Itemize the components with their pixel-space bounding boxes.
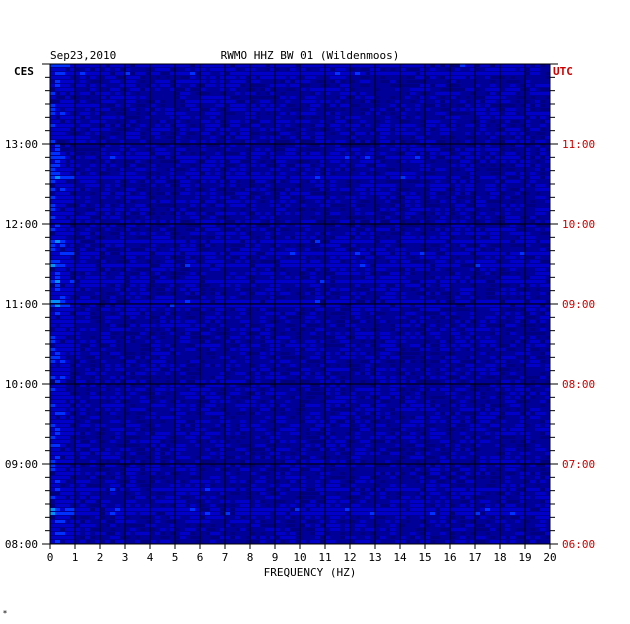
- x-tick-label: 6: [197, 551, 204, 564]
- right-timezone-label: UTC: [553, 65, 573, 78]
- x-axis-label: FREQUENCY (HZ): [264, 566, 357, 579]
- right-time-label: 08:00: [562, 378, 595, 391]
- x-tick-label: 14: [393, 551, 407, 564]
- x-tick-label: 16: [443, 551, 456, 564]
- right-time-label: 10:00: [562, 218, 595, 231]
- right-time-axis: 06:00 07:00 08:00 09:00 10:00 11:00: [550, 63, 595, 551]
- x-tick-label: 10: [293, 551, 306, 564]
- x-tick-label: 0: [47, 551, 54, 564]
- x-tick-label: 12: [343, 551, 356, 564]
- x-tick-label: 8: [247, 551, 254, 564]
- x-tick-label: 17: [468, 551, 481, 564]
- x-tick-label: 2: [97, 551, 104, 564]
- left-time-label: 12:00: [5, 218, 38, 231]
- right-time-label: 09:00: [562, 298, 595, 311]
- x-tick-label: 3: [122, 551, 129, 564]
- left-time-label: 10:00: [5, 378, 38, 391]
- grid-lines: [50, 64, 550, 544]
- chart-title: RWMO HHZ BW 01 (Wildenmoos): [221, 49, 400, 62]
- x-tick-label: 13: [368, 551, 381, 564]
- x-tick-label: 5: [172, 551, 179, 564]
- x-tick-label: 4: [147, 551, 154, 564]
- left-time-axis: 08:00 09:00 10:00 11:00 12:00 13:00: [5, 63, 50, 551]
- left-time-label: 08:00: [5, 538, 38, 551]
- right-time-label: 07:00: [562, 458, 595, 471]
- x-tick-label: 15: [418, 551, 431, 564]
- x-tick-label: 19: [518, 551, 531, 564]
- date-label: Sep23,2010: [50, 49, 116, 62]
- left-timezone-label: CES: [14, 65, 34, 78]
- right-time-label: 11:00: [562, 138, 595, 151]
- right-time-label: 06:00: [562, 538, 595, 551]
- x-tick-label: 1: [72, 551, 79, 564]
- footer-mark: *: [3, 609, 7, 618]
- x-tick-label: 7: [222, 551, 229, 564]
- left-time-label: 09:00: [5, 458, 38, 471]
- spectrogram-cells: [50, 64, 550, 543]
- left-time-label: 13:00: [5, 138, 38, 151]
- left-time-label: 11:00: [5, 298, 38, 311]
- x-tick-label: 18: [493, 551, 506, 564]
- x-tick-label: 11: [318, 551, 331, 564]
- x-axis: 0 1 2 3 4 5 6 7 8 9 10 11 12 13 14 15 16 17 18 19 20: [47, 544, 557, 564]
- x-tick-label: 20: [543, 551, 556, 564]
- spectrogram-plot: [49, 63, 551, 545]
- x-tick-label: 9: [272, 551, 279, 564]
